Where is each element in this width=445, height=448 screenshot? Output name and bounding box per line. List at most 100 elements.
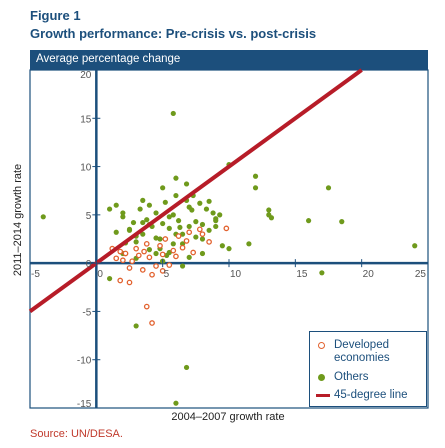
point-others [137, 206, 143, 212]
point-others [130, 219, 137, 226]
point-developed [122, 250, 129, 257]
point-others [206, 227, 212, 233]
point-developed [149, 320, 155, 326]
point-others [173, 175, 179, 181]
point-others [153, 250, 159, 257]
point-others [186, 204, 192, 210]
point-developed [120, 257, 126, 264]
point-others [199, 250, 206, 257]
point-others [153, 210, 159, 216]
point-others [133, 323, 139, 329]
point-others [153, 235, 159, 241]
point-others [179, 241, 186, 247]
y-axis-title: 2011–2014 growth rate [12, 164, 24, 276]
x-tick-label: 5 [164, 269, 170, 280]
point-developed [159, 268, 166, 274]
point-others [170, 212, 176, 218]
point-others [213, 218, 219, 224]
point-developed [166, 262, 173, 268]
y-tick-label: 10 [80, 163, 92, 174]
point-developed [139, 267, 146, 273]
point-others [193, 234, 199, 240]
point-others [133, 239, 139, 245]
point-others [199, 236, 206, 242]
figure-label: Figure 1 [30, 8, 81, 23]
point-developed [129, 258, 136, 265]
point-others [266, 207, 272, 213]
point-developed [157, 242, 163, 249]
point-developed [170, 247, 177, 254]
point-others [170, 241, 176, 247]
y-tick-label: -10 [77, 356, 92, 367]
chart-marks [28, 68, 428, 408]
point-others [226, 246, 232, 252]
point-developed [133, 245, 139, 252]
point-developed [117, 248, 124, 255]
point-developed [183, 238, 190, 244]
x-tick-label: 15 [296, 269, 308, 280]
point-others [120, 210, 126, 216]
point-developed [196, 226, 203, 233]
point-others [160, 220, 166, 227]
point-developed [113, 255, 120, 262]
point-others [217, 212, 223, 218]
plot-frame [29, 69, 429, 409]
filled-circle-icon [318, 374, 325, 381]
point-others [140, 231, 146, 237]
point-others [210, 210, 216, 216]
point-developed [179, 244, 186, 251]
source-note: Source: UN/DESA. [30, 428, 123, 440]
y-tick-label: -15 [77, 399, 92, 410]
figure-title: Growth performance: Pre-crisis vs. post-… [30, 26, 317, 41]
point-others [120, 214, 126, 220]
point-others [146, 202, 152, 208]
point-others [183, 364, 190, 371]
point-others [179, 263, 186, 269]
point-others [246, 241, 252, 247]
point-others [157, 236, 163, 242]
point-developed [206, 239, 212, 245]
point-others [252, 173, 259, 179]
x-tick-label: 0 [97, 269, 103, 280]
point-developed [199, 231, 206, 238]
point-others [252, 185, 259, 191]
point-developed [126, 265, 133, 271]
axis-ticks: -5 0 5 10 15 20 25 -15 -10 -5 0 5 10 15 20 [29, 69, 429, 410]
x-tick-label: -5 [31, 269, 40, 280]
point-others [306, 218, 312, 224]
point-others [186, 223, 192, 230]
point-developed [135, 252, 142, 259]
point-others [183, 181, 190, 187]
point-others [193, 219, 199, 225]
point-others [162, 199, 168, 205]
point-others [173, 400, 179, 406]
red-line-icon [316, 394, 330, 397]
point-others [40, 214, 46, 220]
point-developed [149, 271, 155, 278]
point-developed [141, 248, 147, 255]
point-others [140, 219, 146, 226]
point-developed [175, 233, 182, 239]
point-others [126, 227, 133, 233]
point-developed [126, 279, 133, 286]
point-developed [186, 229, 193, 236]
point-others [107, 206, 113, 212]
point-others [170, 110, 176, 117]
point-others [173, 192, 179, 199]
legend: Developed economies Others 45-degree lin… [309, 331, 427, 407]
point-developed [117, 277, 124, 284]
point-developed [190, 249, 197, 256]
point-others [339, 219, 345, 225]
point-developed [143, 303, 150, 310]
point-developed [159, 251, 166, 258]
subtitle-band: Average percentage change [30, 50, 428, 70]
point-others [177, 224, 183, 231]
reference-line-45 [28, 68, 363, 314]
y-tick-label: 5 [86, 211, 92, 222]
y-tick-label: -5 [82, 307, 91, 318]
open-circle-icon [318, 342, 325, 349]
x-tick-label: 10 [230, 269, 242, 280]
point-others [113, 229, 119, 235]
point-others [146, 247, 152, 253]
